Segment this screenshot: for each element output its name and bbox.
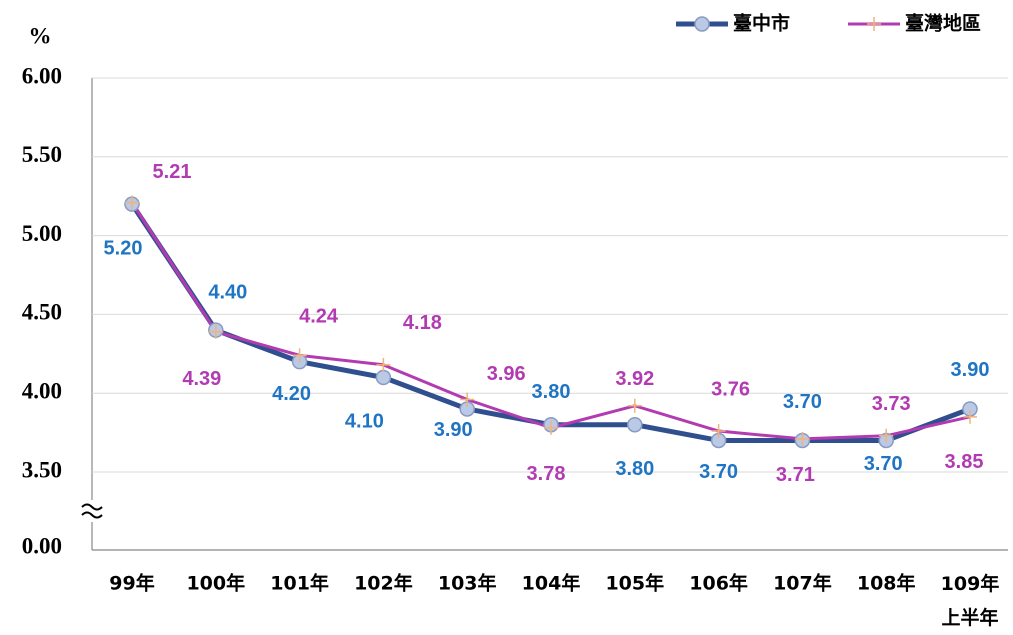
marker bbox=[963, 409, 977, 424]
value-label: 4.40 bbox=[208, 281, 247, 303]
legend-label: 臺灣地區 bbox=[905, 12, 981, 35]
x-tick-label: 105年 bbox=[605, 572, 664, 595]
x-tick-label: 100年 bbox=[186, 572, 245, 595]
marker bbox=[376, 357, 391, 372]
y-tick-label: 3.50 bbox=[22, 457, 62, 482]
value-label: 5.20 bbox=[104, 237, 143, 259]
value-label: 3.92 bbox=[615, 368, 654, 390]
value-label: 3.80 bbox=[615, 458, 654, 480]
value-label: 3.80 bbox=[532, 381, 571, 403]
value-label: 3.76 bbox=[711, 378, 750, 400]
value-label: 4.10 bbox=[345, 411, 384, 433]
marker bbox=[879, 428, 894, 443]
marker bbox=[125, 195, 139, 210]
value-label: 5.21 bbox=[153, 161, 192, 183]
y-tick-label: 5.00 bbox=[22, 221, 62, 246]
legend-marker bbox=[694, 16, 710, 32]
x-tick-label: 103年 bbox=[438, 572, 497, 595]
legend-label: 臺中市 bbox=[733, 12, 790, 35]
series-line bbox=[130, 201, 971, 441]
y-tick-label: 4.00 bbox=[22, 378, 62, 403]
x-tick-label: 107年 bbox=[773, 572, 832, 595]
y-tick-label: 0.00 bbox=[22, 533, 62, 558]
value-label: 4.39 bbox=[182, 368, 221, 390]
value-label: 4.18 bbox=[403, 312, 442, 334]
value-label: 3.85 bbox=[945, 451, 984, 473]
x-tick-label: 106年 bbox=[689, 572, 748, 595]
marker bbox=[627, 398, 642, 413]
value-label: 3.70 bbox=[864, 453, 903, 475]
value-label: 3.70 bbox=[783, 391, 822, 413]
x-tick-label: 99年 bbox=[109, 572, 154, 595]
marker bbox=[711, 424, 726, 439]
value-label: 4.24 bbox=[299, 306, 339, 328]
value-label: 3.90 bbox=[951, 359, 990, 381]
value-label: 3.73 bbox=[872, 393, 911, 415]
value-label: 3.78 bbox=[527, 463, 566, 485]
x-tick-label: 104年 bbox=[522, 572, 581, 595]
x-tick-label: 108年 bbox=[857, 572, 916, 595]
value-label: 3.71 bbox=[776, 464, 815, 486]
y-axis-label: % bbox=[29, 23, 52, 48]
x-tick-label: 109年上半年 bbox=[941, 572, 1000, 629]
legend-marker bbox=[867, 17, 881, 31]
value-label: 4.20 bbox=[272, 383, 311, 405]
marker bbox=[375, 369, 392, 386]
marker bbox=[208, 324, 223, 339]
value-label: 3.96 bbox=[487, 363, 526, 385]
x-tick-label: 101年 bbox=[270, 572, 329, 595]
y-tick-label: 4.50 bbox=[22, 300, 62, 325]
series-line bbox=[129, 202, 971, 443]
value-label: 3.70 bbox=[699, 461, 738, 483]
y-tick-label: 5.50 bbox=[22, 142, 62, 167]
axis-break bbox=[80, 500, 104, 522]
marker bbox=[460, 392, 475, 407]
x-tick-label: 102年 bbox=[354, 572, 413, 595]
marker bbox=[292, 348, 307, 363]
marker bbox=[627, 416, 643, 433]
value-label: 3.90 bbox=[434, 419, 473, 441]
marker bbox=[544, 420, 558, 435]
marker bbox=[795, 431, 810, 446]
y-tick-label: 6.00 bbox=[22, 63, 62, 88]
